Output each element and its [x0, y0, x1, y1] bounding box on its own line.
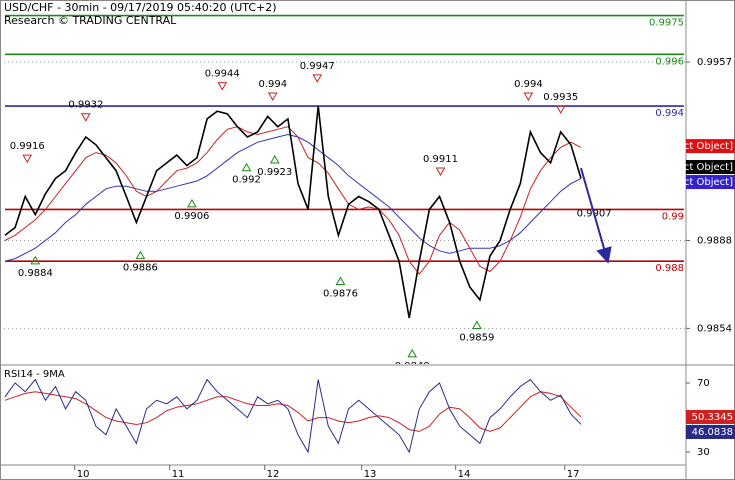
y-tick-label: 30 — [697, 447, 710, 458]
annotation-label: 0.9884 — [18, 268, 53, 279]
annotation-label: 0.9876 — [323, 289, 358, 300]
annotation-label: 0.9848 — [395, 361, 430, 372]
peak-marker — [523, 92, 534, 102]
x-tick-label: 13 — [364, 469, 377, 480]
annotation-label: 0.9859 — [459, 332, 494, 343]
annotation-label: 0.994 — [258, 79, 287, 90]
peak-marker — [555, 105, 566, 114]
annotation-label: 0.9906 — [174, 211, 209, 222]
x-tick-label: 17 — [567, 469, 580, 480]
series-line — [4, 105, 582, 319]
value-box — [686, 139, 735, 154]
value-box — [686, 160, 735, 175]
annotation-label: 0.992 — [232, 175, 261, 186]
forecast-arrow — [580, 167, 612, 264]
x-tick-label: 12 — [267, 469, 280, 480]
annotation-label: 0.9923 — [257, 167, 292, 178]
annotation-label: 0.9911 — [423, 154, 458, 165]
axes: 0.9854 0.9888 0.9957 [object Object] [object… — [74, 57, 735, 480]
trough-marker — [407, 348, 418, 358]
level-label: 0.988 — [655, 263, 684, 274]
peak-marker — [80, 113, 91, 122]
annotation-label: 0.9935 — [543, 92, 578, 103]
y-tick-label: 0.9854 — [697, 323, 732, 334]
annotation-label: 0.994 — [514, 79, 543, 90]
trough-marker — [269, 154, 280, 164]
series-line — [4, 378, 582, 454]
peak-marker — [217, 82, 228, 91]
y-tick-label: 70 — [697, 378, 710, 389]
peak-marker — [312, 74, 323, 83]
value-box-label: 50.3345 — [692, 412, 733, 423]
trough-marker — [135, 250, 146, 260]
series-line — [4, 133, 582, 262]
trough-marker — [30, 255, 41, 265]
value-box — [686, 175, 735, 190]
level-label: 0.994 — [655, 108, 684, 119]
level-label: 0.9975 — [649, 18, 684, 29]
peak-marker — [22, 154, 33, 164]
trough-marker — [335, 276, 346, 285]
chart-subtitle: Research © TRADING CENTRAL — [4, 14, 177, 27]
value-box-label: [object Object] — [659, 141, 733, 152]
series-line — [4, 126, 582, 275]
annotation-label: 0.9932 — [68, 100, 103, 111]
rsi-panel — [4, 378, 582, 454]
trough-marker — [472, 320, 482, 329]
y-tick-label: 0.9957 — [697, 57, 732, 68]
trough-marker — [187, 198, 197, 208]
level-label: 0.99 — [662, 211, 684, 222]
annotation-label: 0.9947 — [300, 61, 335, 72]
value-box-label: [object Object] — [659, 177, 733, 188]
level-label: 0.996 — [655, 56, 684, 67]
x-tick-label: 11 — [172, 469, 185, 480]
peak-marker — [267, 92, 278, 102]
annotation-label: 0.9944 — [205, 69, 240, 80]
x-tick-label: 10 — [77, 469, 90, 480]
peak-marker — [435, 167, 446, 177]
y-tick-label: 0.9888 — [697, 235, 732, 246]
annotation-label: 0.9916 — [10, 141, 45, 152]
x-tick-label: 14 — [458, 469, 471, 480]
trough-marker — [241, 162, 252, 172]
price-panel: 0.9975 0.996 0.994 0.99 0.988 0.9916 0.9932 0.9… — [0, 14, 686, 372]
value-box — [686, 409, 735, 424]
series-line — [4, 391, 582, 432]
chart-title: USD/CHF - 30min - 09/17/2019 05:40:20 (U… — [4, 1, 277, 14]
rsi-title: RSI14 - 9MA — [4, 369, 65, 380]
value-box-label: [object Object] — [659, 162, 733, 173]
annotation-label: 0.9886 — [123, 263, 158, 274]
value-box — [686, 424, 735, 439]
value-box-label: 46.0838 — [692, 427, 733, 438]
